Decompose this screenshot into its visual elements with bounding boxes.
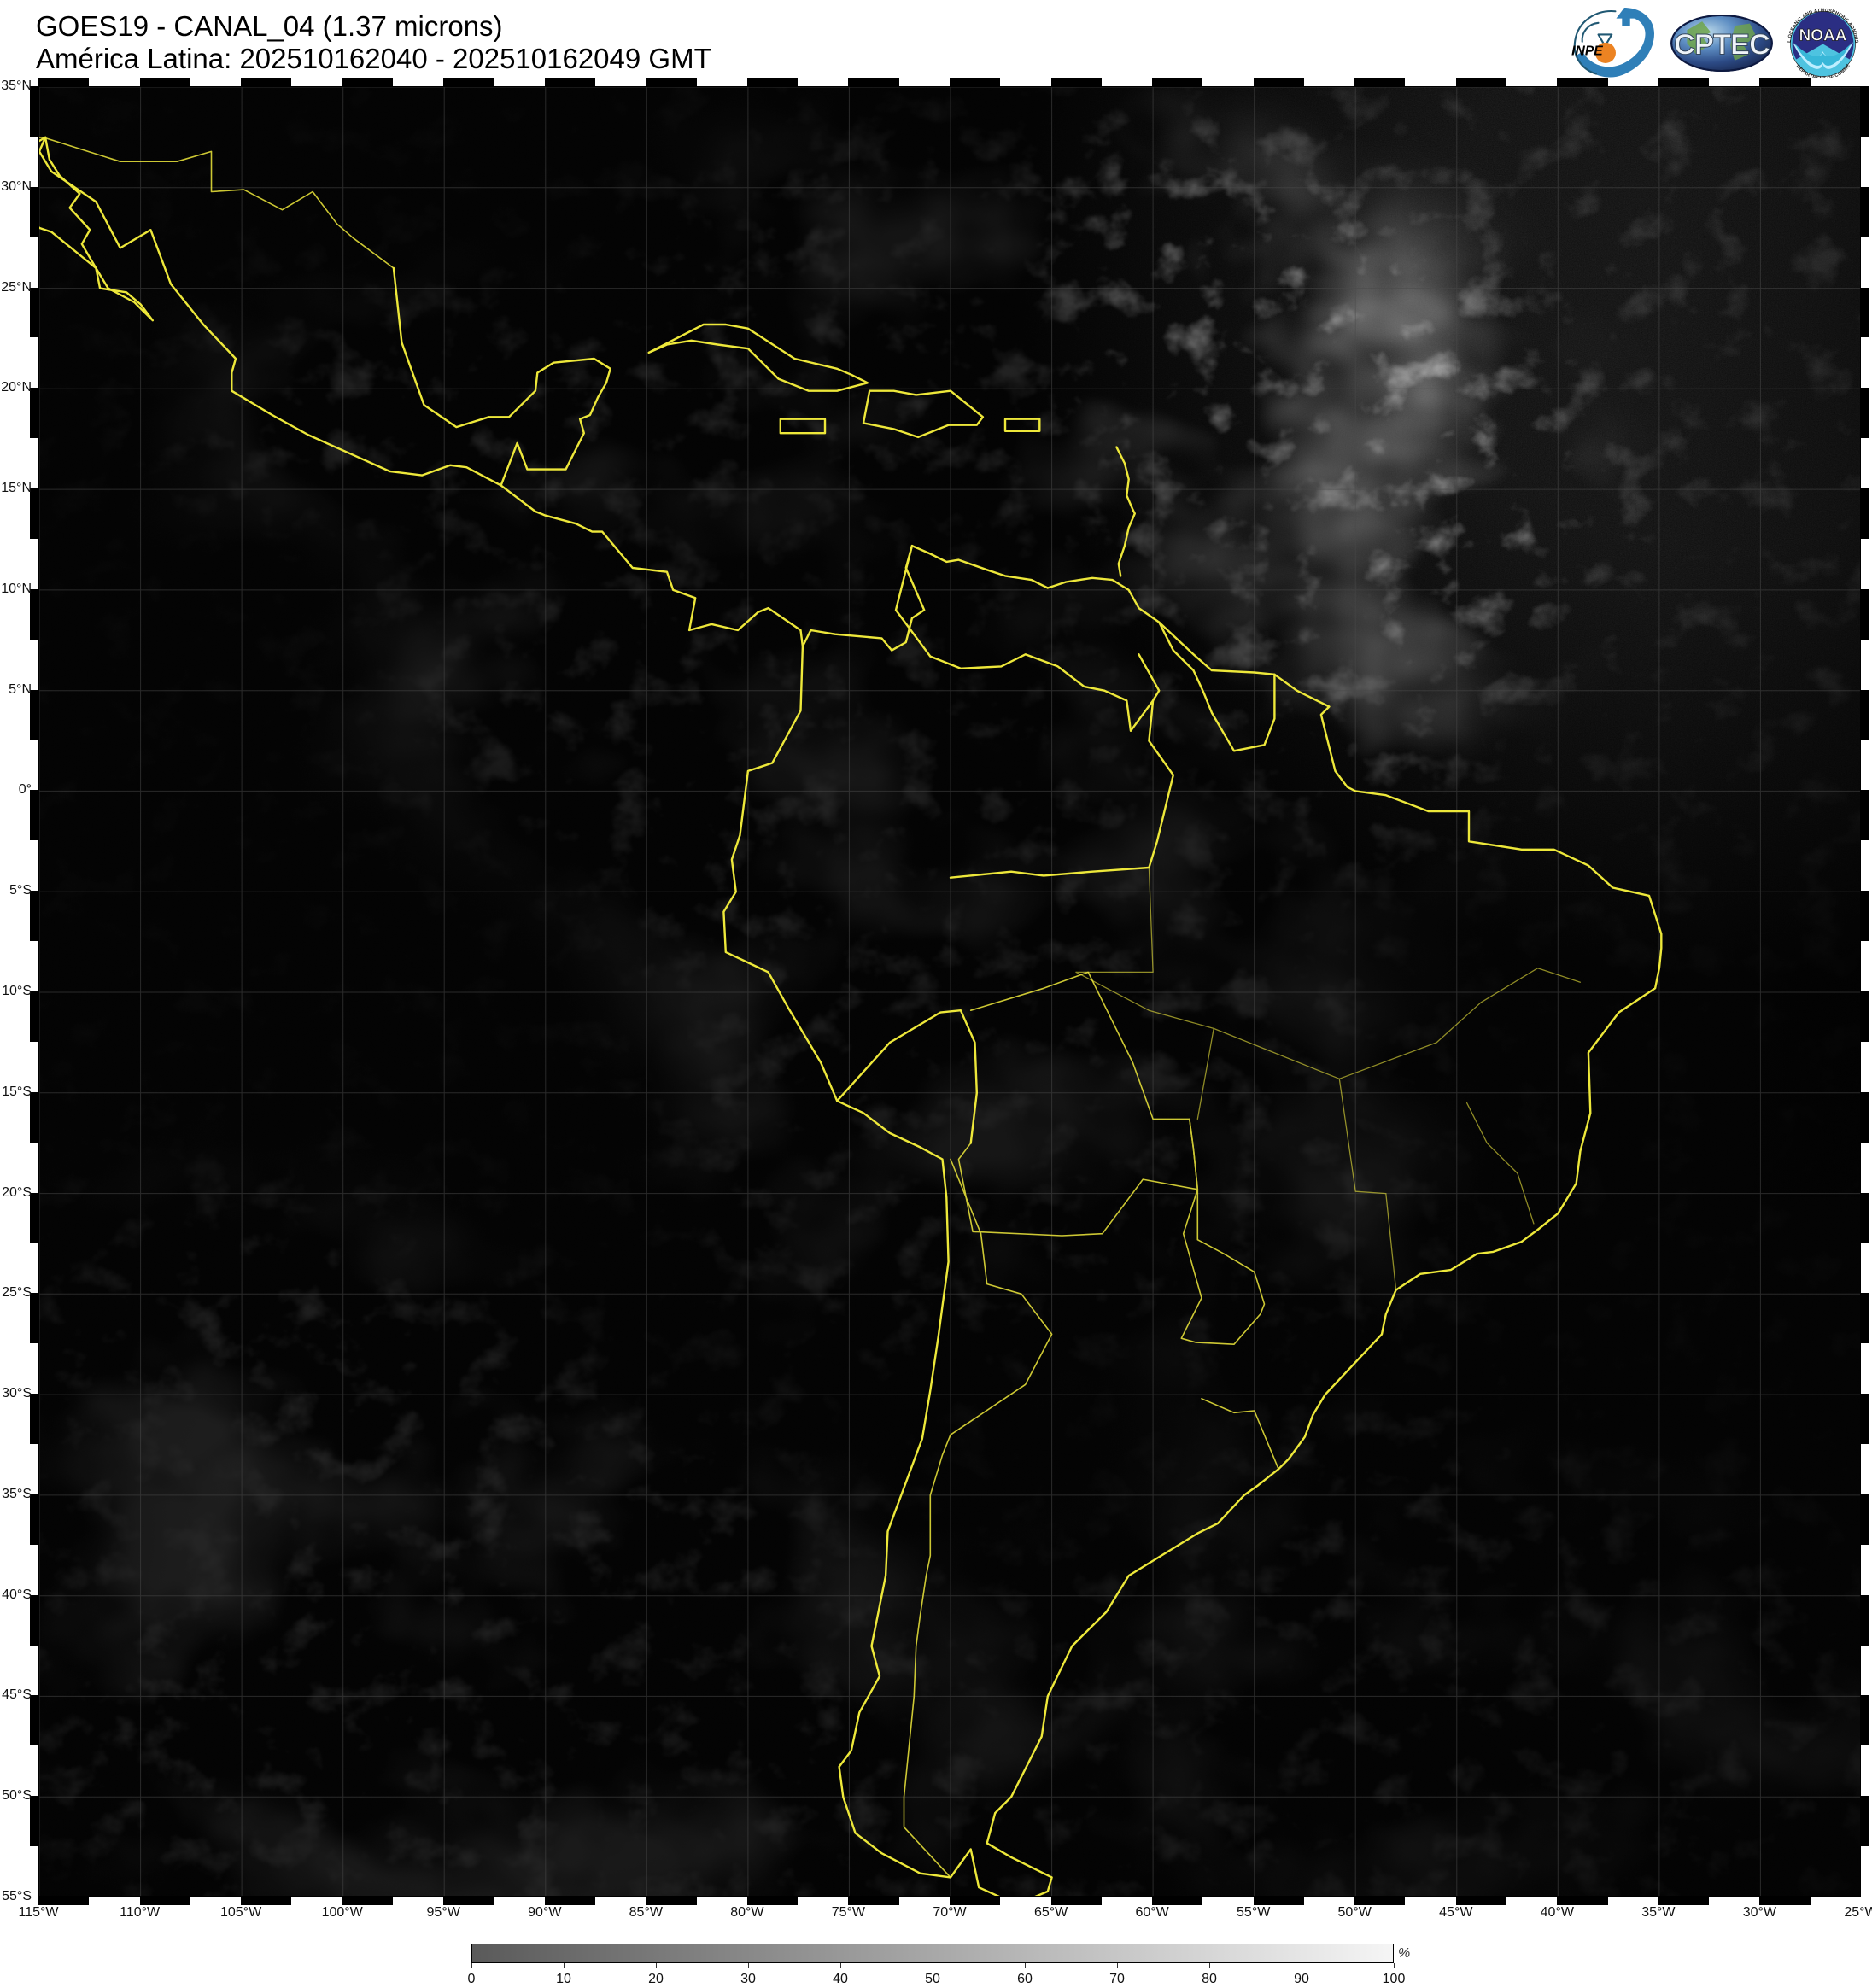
- svg-text:NOAA: NOAA: [1799, 27, 1847, 45]
- svg-text:CPTEC: CPTEC: [1674, 29, 1770, 61]
- svg-text:INPE: INPE: [1571, 44, 1603, 59]
